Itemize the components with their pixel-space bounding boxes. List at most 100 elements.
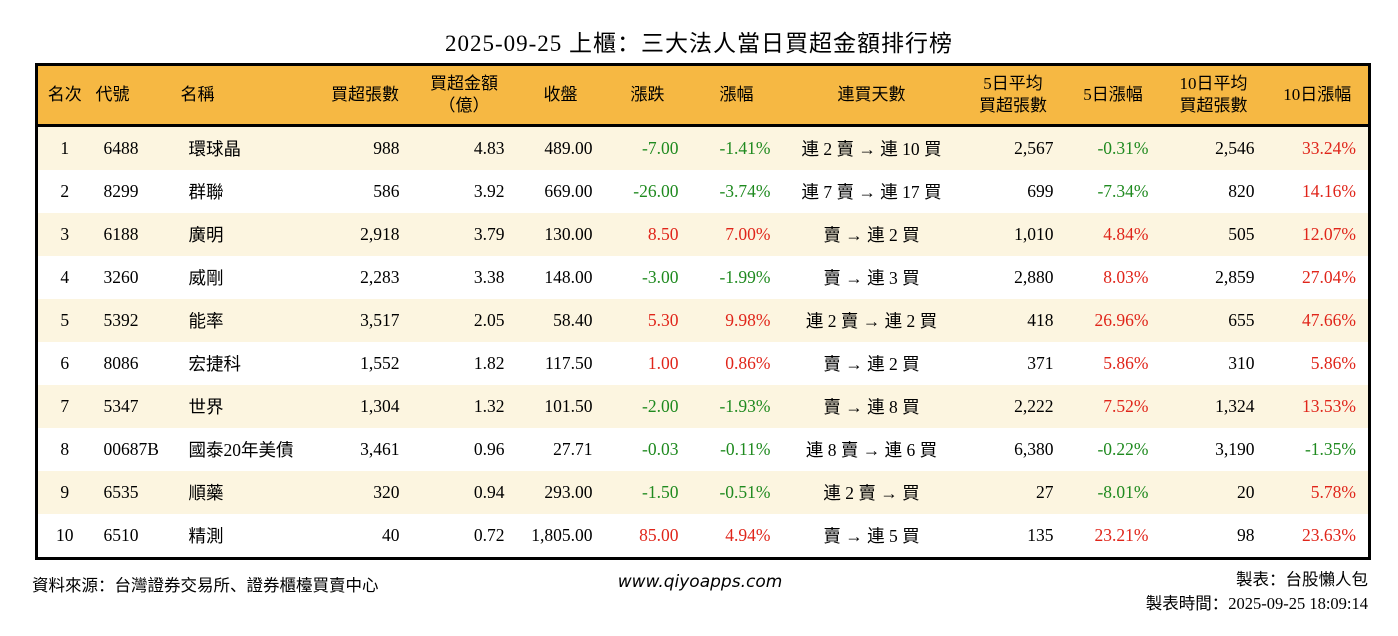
cell-rank: 1 bbox=[60, 138, 70, 158]
report-maker: 製表：台股懶人包 bbox=[1236, 570, 1368, 589]
cell-code: 6188 bbox=[103, 224, 139, 244]
cell-avg10: 20 bbox=[1237, 482, 1255, 502]
cell-pct5: -7.34% bbox=[1097, 181, 1149, 201]
cell-change_pct: -0.51% bbox=[719, 482, 771, 502]
cell-rank: 3 bbox=[60, 224, 70, 244]
header-change_pct: 漲幅 bbox=[690, 64, 783, 127]
cell-buy_volume: 320 bbox=[373, 482, 400, 502]
ranking-table: 名次 代號 名稱 買超張數 買超金額 （億） 收盤 漲跌 漲幅 連買天數 5日平均 買超張數 5日漲… bbox=[35, 63, 1371, 560]
cell-close: 489.00 bbox=[544, 138, 593, 158]
cell-code: 00687B bbox=[103, 439, 159, 459]
cell-change: -0.03 bbox=[642, 439, 679, 459]
cell-change_pct: 4.94% bbox=[725, 525, 771, 545]
table-row: 3 6188 廣明 2,918 3.79 130.00 8.50 7.00% 賣 → 連 2 買… bbox=[36, 213, 1370, 256]
data-source-note: 資料來源：台灣證券交易所、證券櫃檯買賣中心 bbox=[32, 576, 379, 595]
cell-buy_amount: 3.79 bbox=[473, 224, 505, 244]
cell-streak: 賣 → 連 2 買 bbox=[823, 225, 920, 245]
cell-change: -1.50 bbox=[642, 482, 679, 502]
header-name: 名稱 bbox=[176, 64, 319, 127]
cell-buy_volume: 988 bbox=[373, 138, 400, 158]
cell-change: -2.00 bbox=[642, 396, 679, 416]
cell-avg10: 820 bbox=[1228, 181, 1255, 201]
cell-code: 6535 bbox=[103, 482, 139, 502]
cell-streak: 賣 → 連 2 買 bbox=[823, 354, 920, 374]
cell-streak: 連 7 賣 → 連 17 買 bbox=[801, 182, 942, 202]
footer: 資料來源：台灣證券交易所、證券櫃檯買賣中心 www.qiyoapps.com 製… bbox=[32, 568, 1368, 616]
cell-avg5: 418 bbox=[1027, 310, 1054, 330]
cell-change_pct: 0.86% bbox=[725, 353, 771, 373]
cell-pct10: 27.04% bbox=[1302, 267, 1356, 287]
table-body: 1 6488 環球晶 988 4.83 489.00 -7.00 -1.41% 連 2 賣 → … bbox=[36, 125, 1370, 559]
cell-close: 148.00 bbox=[544, 267, 593, 287]
cell-change: -26.00 bbox=[633, 181, 679, 201]
header-buy_volume: 買超張數 bbox=[318, 64, 412, 127]
cell-change_pct: -1.93% bbox=[719, 396, 771, 416]
cell-streak: 連 2 賣 → 買 bbox=[823, 483, 920, 503]
report-timestamp: 製表時間：2025-09-25 18:09:14 bbox=[1145, 593, 1368, 613]
cell-change: 5.30 bbox=[647, 310, 679, 330]
cell-buy_volume: 40 bbox=[382, 525, 400, 545]
cell-change: 1.00 bbox=[647, 353, 679, 373]
cell-buy_amount: 4.83 bbox=[473, 138, 505, 158]
cell-avg5: 371 bbox=[1027, 353, 1054, 373]
cell-avg5: 135 bbox=[1027, 525, 1054, 545]
cell-change: -3.00 bbox=[642, 267, 679, 287]
table-row: 8 00687B 國泰20年美債 3,461 0.96 27.71 -0.03 -0.11% 連… bbox=[37, 428, 1370, 471]
cell-rank: 7 bbox=[60, 396, 70, 416]
table-row: 1 6488 環球晶 988 4.83 489.00 -7.00 -1.41% 連 2 賣 → … bbox=[36, 125, 1370, 170]
header-row: 名次 代號 名稱 買超張數 買超金額 （億） 收盤 漲跌 漲幅 連買天數 5日平均 買超張數 5日漲… bbox=[36, 64, 1370, 127]
cell-pct5: 5.86% bbox=[1103, 353, 1149, 373]
cell-pct10: 13.53% bbox=[1302, 396, 1356, 416]
cell-buy_amount: 1.82 bbox=[473, 353, 505, 373]
cell-close: 293.00 bbox=[544, 482, 593, 502]
cell-pct5: 4.84% bbox=[1103, 224, 1149, 244]
cell-change_pct: -1.41% bbox=[719, 138, 771, 158]
website-url: www.qiyoapps.com bbox=[617, 572, 783, 592]
cell-name: 環球晶 bbox=[188, 139, 242, 159]
header-streak: 連買天數 bbox=[782, 64, 961, 127]
table-row: 7 5347 世界 1,304 1.32 101.50 -2.00 -1.93% 賣 → 連 8… bbox=[36, 385, 1370, 428]
cell-buy_volume: 2,918 bbox=[360, 224, 400, 244]
cell-avg10: 310 bbox=[1228, 353, 1255, 373]
cell-close: 117.50 bbox=[545, 353, 593, 373]
page-title: 2025-09-25 上櫃：三大法人當日買超金額排行榜 bbox=[444, 31, 954, 56]
cell-name: 精測 bbox=[188, 526, 224, 546]
table-row: 4 3260 威剛 2,283 3.38 148.00 -3.00 -1.99% 賣 → 連 3… bbox=[37, 256, 1370, 299]
cell-name: 廣明 bbox=[188, 225, 224, 245]
cell-change_pct: -0.11% bbox=[720, 439, 771, 459]
cell-avg5: 27 bbox=[1036, 482, 1054, 502]
cell-close: 58.40 bbox=[553, 310, 593, 330]
cell-avg10: 655 bbox=[1228, 310, 1255, 330]
cell-avg10: 98 bbox=[1237, 525, 1255, 545]
cell-name: 順藥 bbox=[188, 483, 224, 503]
cell-name: 群聯 bbox=[188, 182, 224, 202]
cell-avg5: 2,567 bbox=[1014, 138, 1054, 158]
cell-change_pct: 9.98% bbox=[725, 310, 771, 330]
cell-streak: 賣 → 連 3 買 bbox=[823, 268, 920, 288]
cell-change_pct: -3.74% bbox=[719, 181, 771, 201]
table-row: 10 6510 精測 40 0.72 1,805.00 85.00 4.94% 賣 → 連 5 … bbox=[37, 514, 1370, 559]
cell-pct10: 12.07% bbox=[1302, 224, 1356, 244]
cell-close: 669.00 bbox=[544, 181, 593, 201]
cell-close: 101.50 bbox=[544, 396, 593, 416]
cell-pct10: -1.35% bbox=[1304, 439, 1356, 459]
cell-buy_volume: 1,552 bbox=[360, 353, 400, 373]
cell-pct10: 33.24% bbox=[1302, 138, 1356, 158]
cell-code: 6510 bbox=[103, 525, 139, 545]
header-pct10: 10日漲幅 bbox=[1266, 64, 1370, 127]
cell-avg10: 1,324 bbox=[1215, 396, 1255, 416]
cell-pct5: -8.01% bbox=[1097, 482, 1149, 502]
cell-pct5: -0.31% bbox=[1097, 138, 1149, 158]
cell-code: 6488 bbox=[103, 138, 139, 158]
cell-pct10: 47.66% bbox=[1302, 310, 1356, 330]
header-avg10: 10日平均 買超張數 bbox=[1160, 64, 1267, 127]
cell-code: 5347 bbox=[103, 396, 139, 416]
cell-code: 3260 bbox=[103, 267, 139, 287]
cell-name: 國泰20年美債 bbox=[188, 440, 294, 460]
cell-buy_amount: 1.32 bbox=[473, 396, 505, 416]
cell-streak: 連 2 賣 → 連 10 買 bbox=[801, 139, 942, 159]
cell-buy_volume: 2,283 bbox=[360, 267, 400, 287]
header-close: 收盤 bbox=[516, 64, 605, 127]
table-row: 6 8086 宏捷科 1,552 1.82 117.50 1.00 0.86% 賣 → 連 2 … bbox=[37, 342, 1370, 385]
cell-name: 世界 bbox=[188, 397, 224, 417]
